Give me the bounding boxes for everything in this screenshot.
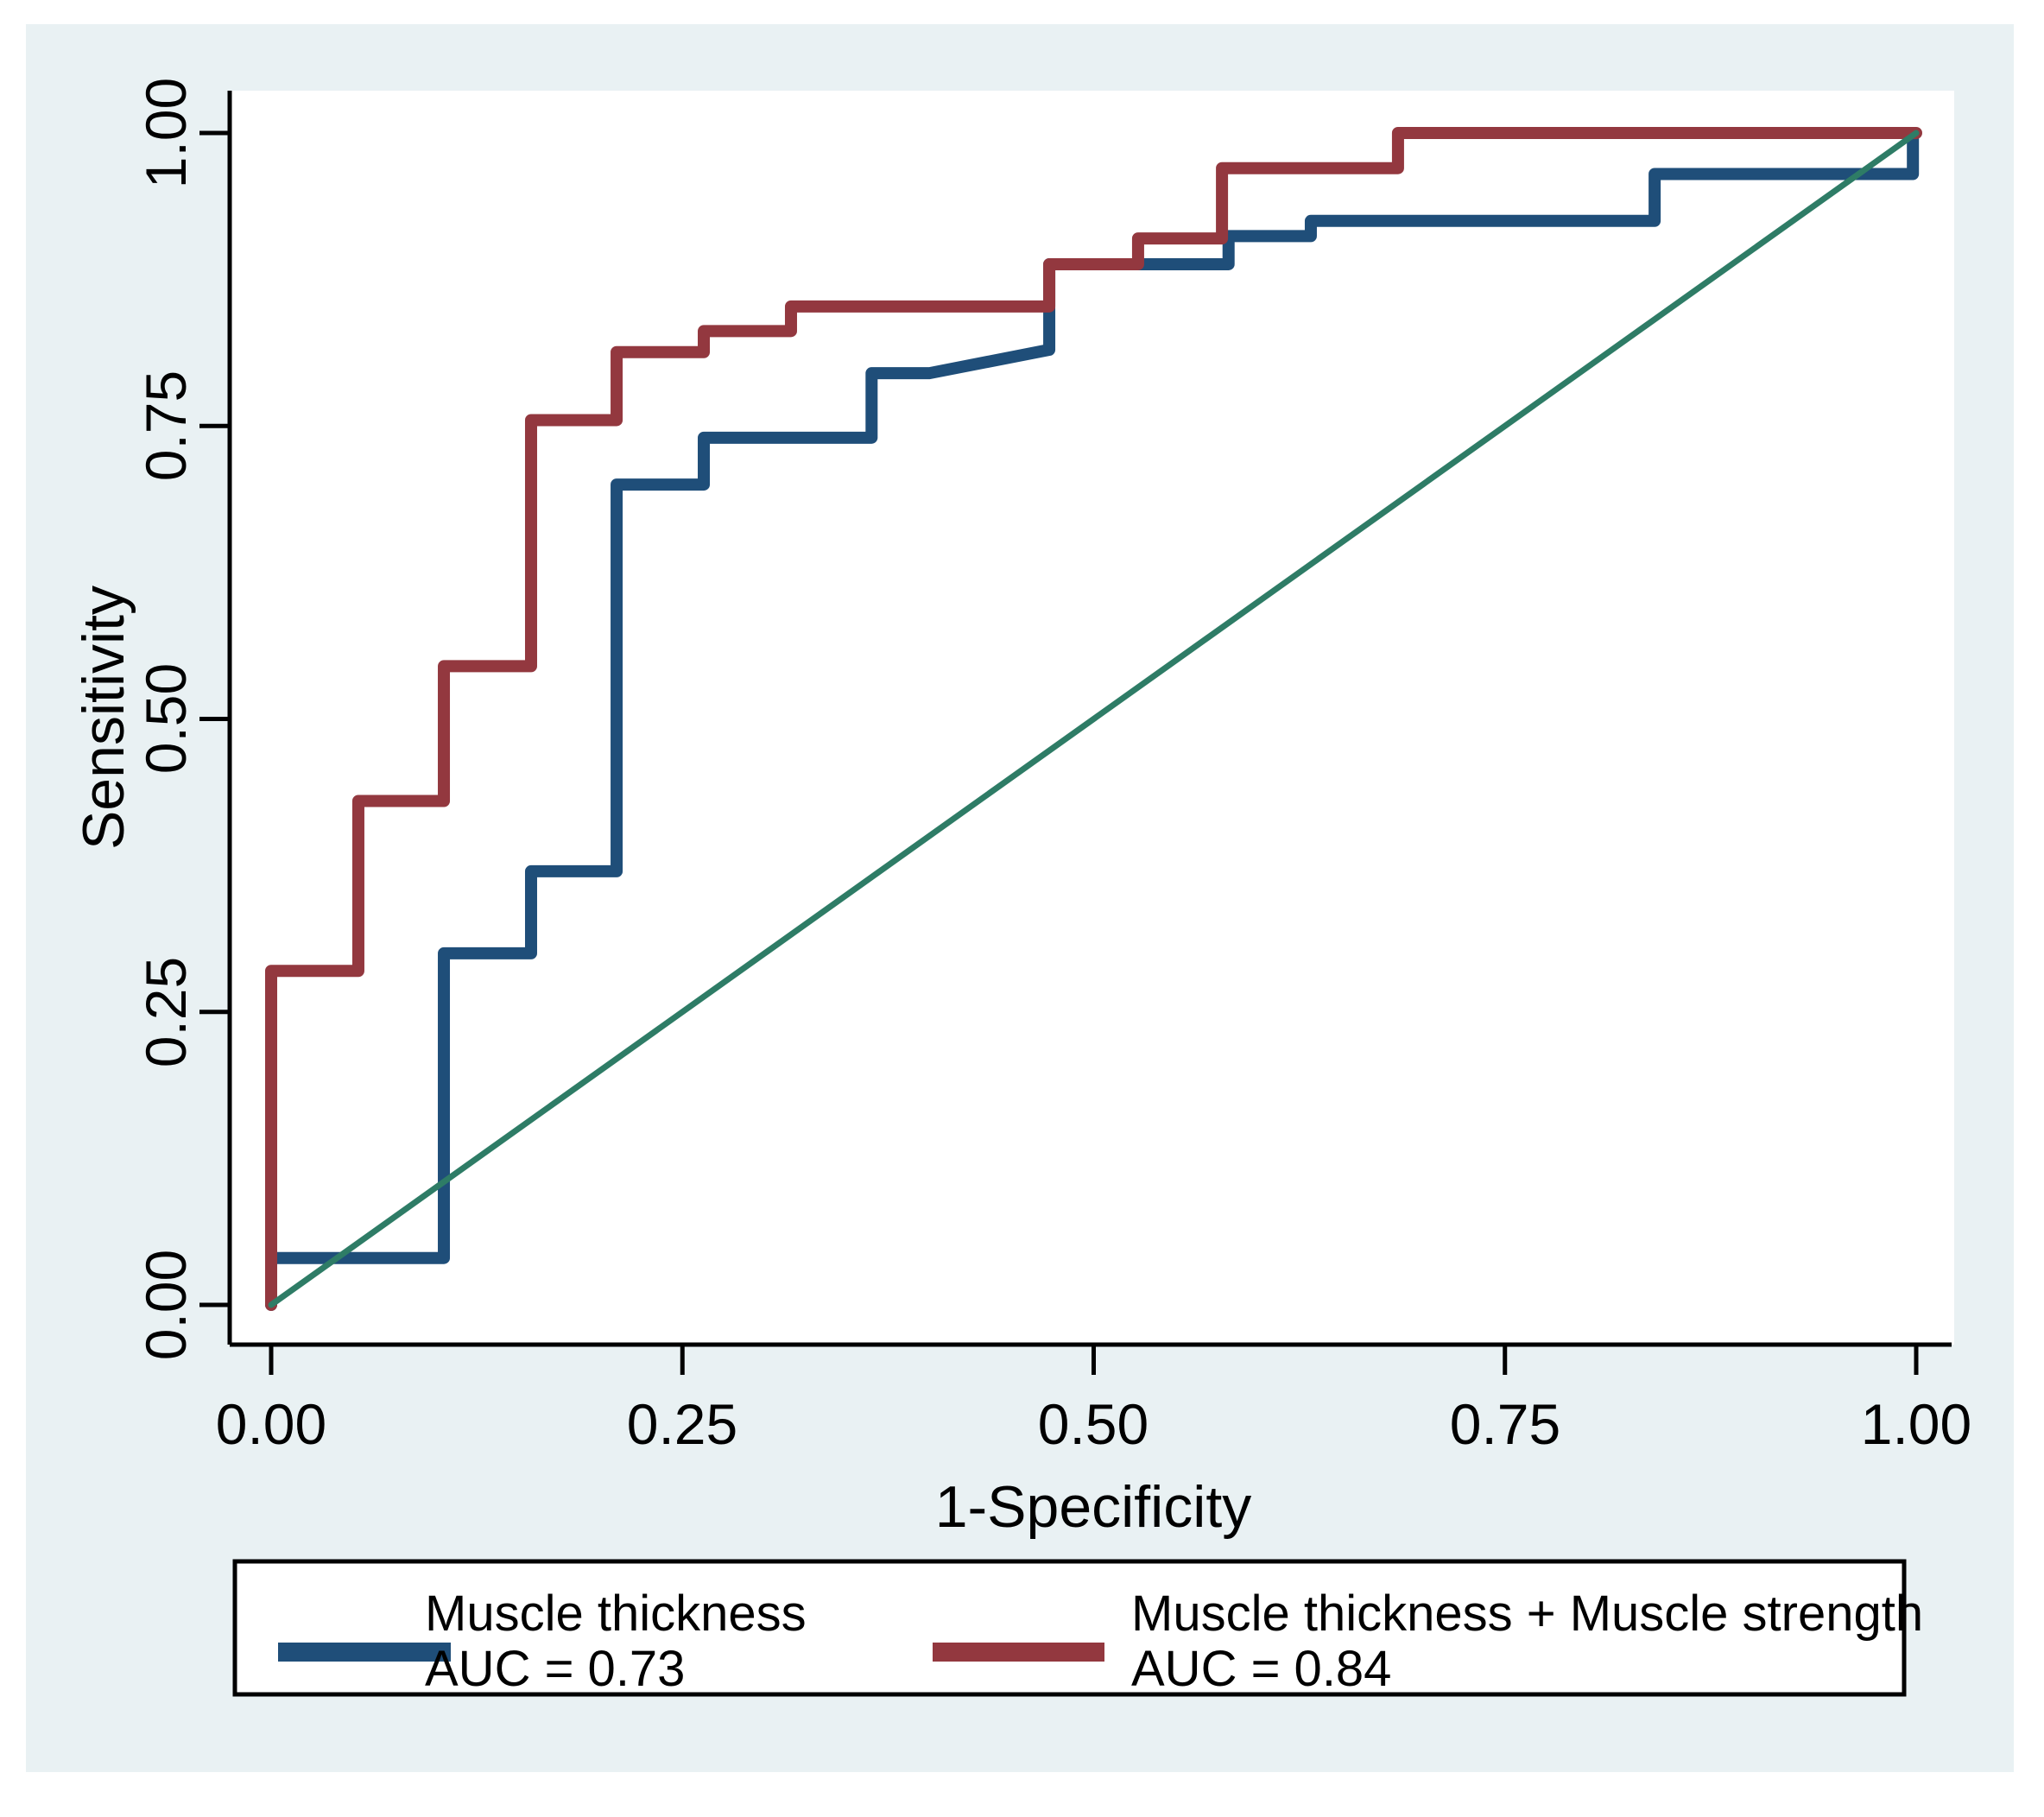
axis-ticks (199, 130, 1919, 1375)
legend-swatch-muscle-thickness (278, 1643, 451, 1662)
y-tick-label: 1.00 (134, 78, 198, 188)
y-tick-label: 0.75 (134, 370, 198, 481)
y-axis-title: Sensitivity (71, 586, 136, 850)
x-tick-label: 0.25 (627, 1392, 737, 1456)
x-tick-label: 0.50 (1038, 1392, 1149, 1456)
series-muscle-thickness-muscle-strength (265, 127, 1922, 1311)
y-tick-label: 0.00 (134, 1250, 198, 1360)
legend-label-line1: Muscle thickness + Muscle strength (1131, 1586, 1923, 1642)
legend-auc-value: AUC = 0.84 (1131, 1641, 1391, 1697)
x-tick-label: 1.00 (1861, 1392, 1971, 1456)
x-tick-label: 0.00 (216, 1392, 326, 1456)
y-tick-label: 0.25 (134, 957, 198, 1067)
series-muscle-thickness (265, 127, 1920, 1311)
y-tick-label: 0.50 (134, 663, 198, 774)
x-axis-title: 1-Specificity (935, 1474, 1252, 1540)
roc-curves (265, 127, 1922, 1311)
legend-swatch-muscle-thickness-strength (933, 1643, 1104, 1662)
x-tick-label: 0.75 (1450, 1392, 1560, 1456)
legend-auc-value: AUC = 0.73 (425, 1641, 685, 1697)
legend-label-line1: Muscle thickness (425, 1586, 807, 1642)
legend-box (232, 1559, 1907, 1697)
series-reference-diagonal (268, 130, 1920, 1308)
